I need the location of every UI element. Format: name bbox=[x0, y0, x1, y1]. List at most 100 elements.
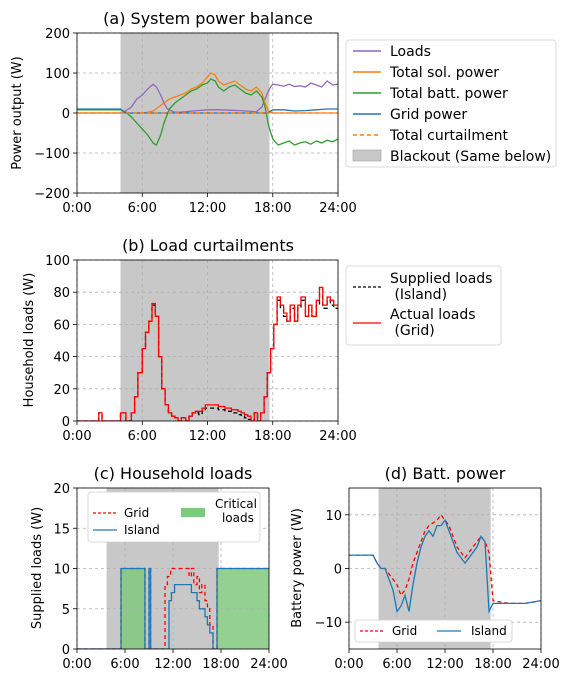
y-tick-label: 20 bbox=[53, 482, 70, 497]
panel-c: (c) Household loads Supplied loads (W) 0… bbox=[30, 464, 288, 672]
panel-b-legend-box bbox=[345, 265, 502, 346]
legend-label-batt-island: Island bbox=[471, 624, 507, 638]
panel-b: (b) Load curtailments Household loads (W… bbox=[22, 236, 502, 444]
legend-entry-total-batt-power: Total batt. power bbox=[353, 86, 508, 102]
legend-entry-batt-grid: Grid bbox=[360, 624, 417, 638]
x-tick-label: 18:00 bbox=[254, 201, 291, 216]
x-tick-label: 6:00 bbox=[382, 657, 411, 672]
panel-b-ylabel: Household loads (W) bbox=[22, 273, 37, 408]
x-tick-label: 12:00 bbox=[154, 657, 191, 672]
y-tick-label: 20 bbox=[53, 383, 70, 398]
y-tick-label: 100 bbox=[45, 67, 70, 82]
legend-label-batt-grid: Grid bbox=[392, 624, 417, 638]
legend-swatch-blackout bbox=[352, 149, 382, 162]
y-tick-label: 200 bbox=[45, 27, 70, 42]
series-group bbox=[77, 286, 338, 421]
legend-text-line: loads bbox=[218, 511, 254, 525]
series-line-loads bbox=[77, 80, 338, 114]
legend-text-line: (Grid) bbox=[390, 323, 435, 339]
x-tick-label: 6:00 bbox=[128, 429, 157, 444]
legend-label-loads: Loads bbox=[390, 44, 431, 60]
legend-entry-batt-island: Island bbox=[437, 624, 507, 638]
legend-entry-critical-loads: Critical loads bbox=[181, 497, 257, 525]
legend-label-island: Island bbox=[124, 523, 160, 537]
series-group bbox=[77, 72, 338, 146]
legend-text-line: Supplied loads bbox=[390, 271, 492, 287]
series-line-grid bbox=[77, 567, 269, 649]
series-line-total-batt-power bbox=[77, 78, 338, 146]
y-tick-label: 0 bbox=[62, 643, 70, 658]
y-tick-label: 0 bbox=[62, 107, 70, 122]
legend-entry-loads: Loads bbox=[353, 44, 431, 60]
x-tick-label: 6:00 bbox=[110, 657, 139, 672]
panel-d-ylabel: Battery power (W) bbox=[290, 508, 305, 628]
legend-label-grid: Grid bbox=[124, 506, 149, 520]
panel-b-title: (b) Load curtailments bbox=[122, 236, 294, 255]
series-line-island bbox=[77, 567, 269, 649]
legend-entry-grid: Grid bbox=[93, 506, 149, 520]
panel-c-ylabel: Supplied loads (W) bbox=[30, 507, 45, 629]
panel-d-legend: Grid Island bbox=[354, 619, 513, 643]
legend-text-line: Critical bbox=[215, 497, 257, 511]
x-tick-label: 18:00 bbox=[202, 657, 239, 672]
panel-a-title: (a) System power balance bbox=[103, 9, 313, 28]
legend-text-line: (Island) bbox=[390, 287, 447, 303]
legend-text-line: Actual loads bbox=[390, 307, 476, 323]
legend-entry-total-curtailment: Total curtailment bbox=[353, 128, 508, 144]
legend-entry-grid-power: Grid power bbox=[353, 107, 467, 123]
panel-c-legend-box bbox=[87, 491, 261, 543]
y-tick-label: 100 bbox=[45, 254, 70, 269]
x-tick-label: 12:00 bbox=[189, 429, 226, 444]
legend-label-blackout: Blackout (Same below) bbox=[390, 149, 551, 165]
x-tick-label: 24:00 bbox=[250, 657, 287, 672]
y-tick-label: 60 bbox=[53, 318, 70, 333]
legend-label-actual-loads: Actual loads (Grid) bbox=[390, 307, 476, 339]
panel-b-legend: Supplied loads (Island) Actual loads (Gr… bbox=[345, 265, 502, 346]
x-tick-label: 24:00 bbox=[319, 429, 356, 444]
panel-a-plot: 0:00 6:00 12:00 18:00 24:00 −200 −100 0 100 200 bbox=[34, 27, 356, 216]
series-group bbox=[349, 513, 541, 614]
y-tick-label: 15 bbox=[53, 522, 70, 537]
legend-label-total-curtailment: Total curtailment bbox=[389, 128, 508, 144]
y-tick-label: −100 bbox=[34, 147, 70, 162]
panel-c-legend: Grid Island Critical loads bbox=[87, 491, 261, 543]
legend-entry-island: Island bbox=[93, 523, 160, 537]
panel-a-legend: Loads Total sol. power Total batt. power… bbox=[345, 39, 557, 168]
blackout-band bbox=[120, 260, 270, 421]
panel-c-title: (c) Household loads bbox=[94, 464, 253, 483]
x-tick-label: 0:00 bbox=[62, 201, 91, 216]
legend-label-supplied-loads: Supplied loads (Island) bbox=[390, 271, 492, 303]
x-tick-label: 0:00 bbox=[62, 429, 91, 444]
x-tick-label: 0:00 bbox=[334, 657, 363, 672]
y-tick-label: 80 bbox=[53, 286, 70, 301]
legend-entry-blackout: Blackout (Same below) bbox=[352, 149, 551, 165]
series-group bbox=[77, 567, 269, 649]
x-tick-label: 12:00 bbox=[426, 657, 463, 672]
panel-a-legend-box bbox=[345, 39, 557, 168]
y-tick-label: 40 bbox=[53, 351, 70, 366]
x-tick-label: 12:00 bbox=[189, 201, 226, 216]
x-tick-label: 24:00 bbox=[522, 657, 559, 672]
legend-label-critical-loads: Critical loads bbox=[215, 497, 257, 525]
y-tick-label: 10 bbox=[325, 509, 342, 524]
critical-load-span bbox=[217, 568, 269, 649]
series-line-island bbox=[349, 518, 541, 614]
legend-swatch-critical-loads bbox=[181, 508, 205, 517]
panel-b-plot: 0:00 6:00 12:00 18:00 24:00 0 20 40 60 80 100 bbox=[45, 254, 357, 444]
x-tick-label: 24:00 bbox=[319, 201, 356, 216]
y-tick-label: 0 bbox=[62, 415, 70, 430]
panel-a-ylabel: Power output (W) bbox=[10, 56, 25, 169]
legend-label-total-sol-power: Total sol. power bbox=[389, 65, 499, 81]
y-tick-label: 5 bbox=[62, 603, 70, 618]
series-line-actual-loads-grid bbox=[77, 286, 338, 421]
panel-d-legend-box bbox=[354, 619, 513, 643]
y-tick-label: 10 bbox=[53, 563, 70, 578]
series-line-total-sol-power bbox=[77, 72, 338, 114]
y-tick-label: −10 bbox=[315, 616, 342, 631]
y-tick-label: 0 bbox=[334, 563, 342, 578]
y-tick-label: −200 bbox=[34, 187, 70, 202]
panel-d-title: (d) Batt. power bbox=[385, 464, 506, 483]
x-tick-label: 18:00 bbox=[254, 429, 291, 444]
x-tick-label: 6:00 bbox=[128, 201, 157, 216]
